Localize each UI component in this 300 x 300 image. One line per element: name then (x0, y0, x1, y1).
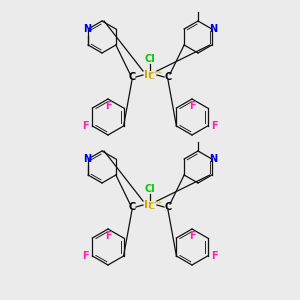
Text: −: − (148, 74, 154, 83)
Text: N: N (83, 24, 91, 34)
Text: F: F (211, 251, 218, 261)
Text: F: F (189, 231, 195, 241)
Text: Ir: Ir (144, 200, 154, 210)
Text: F: F (82, 251, 89, 261)
Text: C: C (164, 202, 172, 212)
Text: F: F (189, 101, 195, 111)
Text: C: C (128, 72, 136, 82)
Text: F: F (105, 231, 111, 241)
Text: N: N (209, 154, 217, 164)
Text: C: C (128, 202, 136, 212)
Text: ++: ++ (153, 70, 163, 76)
Text: Cl: Cl (145, 54, 155, 64)
Text: Cl: Cl (145, 184, 155, 194)
Text: C: C (164, 72, 172, 82)
Text: N: N (209, 24, 217, 34)
Text: −: − (148, 205, 154, 214)
Text: F: F (211, 121, 218, 131)
Text: F: F (82, 121, 89, 131)
Text: N: N (83, 154, 91, 164)
Text: F: F (105, 101, 111, 111)
Text: Ir: Ir (144, 70, 154, 80)
Text: ++: ++ (153, 200, 163, 206)
